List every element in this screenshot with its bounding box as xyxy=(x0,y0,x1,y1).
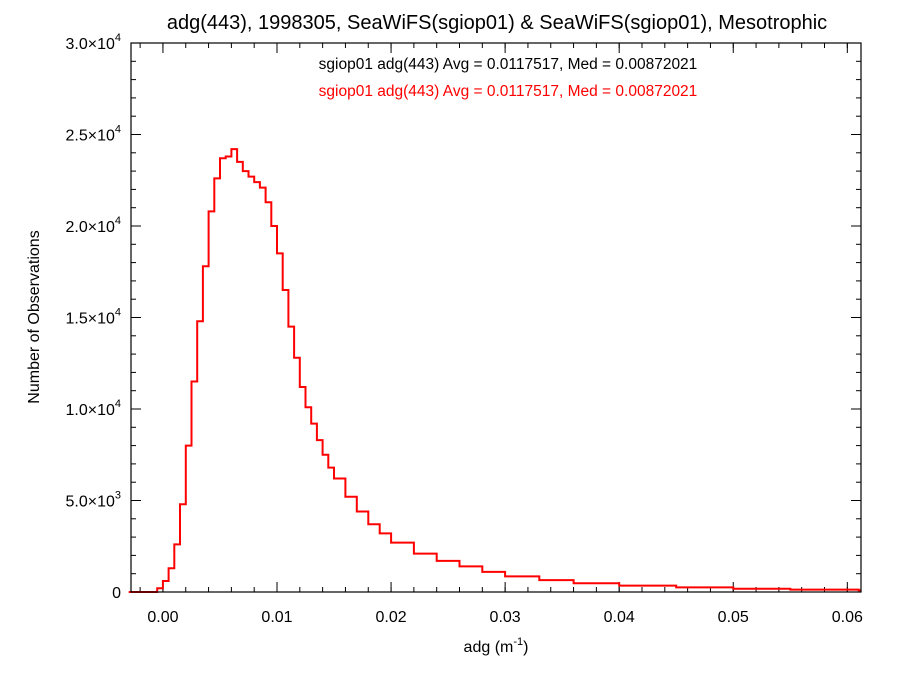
x-tick-label: 0.01 xyxy=(261,609,292,626)
y-tick-label: 3.0×104 xyxy=(65,32,121,53)
x-tick-label: 0.05 xyxy=(718,609,749,626)
minor-ticks xyxy=(131,42,861,593)
plot-frame xyxy=(130,42,862,593)
x-axis-label: adg (m-1) xyxy=(464,636,529,656)
series-layer xyxy=(128,148,861,593)
x-tick-label: 0.04 xyxy=(604,609,635,626)
y-tick-labels: 0 5.0×103 1.0×104 1.5×104 2.0×104 2.5×104 3.0×… xyxy=(65,32,121,602)
x-tick-labels: 0.00 0.01 0.02 0.03 0.04 0.05 0.06 xyxy=(147,609,863,626)
x-tick-label: 0.00 xyxy=(147,609,178,626)
annotations: sgiop01 adg(443) Avg = 0.0117517, Med = … xyxy=(319,56,698,100)
y-tick-label: 0 xyxy=(112,585,121,602)
y-tick-label: 2.5×104 xyxy=(65,124,121,145)
x-tick-label: 0.06 xyxy=(832,609,863,626)
chart-title: adg(443), 1998305, SeaWiFS(sgiop01) & Se… xyxy=(167,12,827,34)
x-axis-label-exponent: -1 xyxy=(513,636,523,648)
y-tick-label: 5.0×103 xyxy=(65,490,121,511)
y-tick-label: 1.5×104 xyxy=(65,307,121,328)
stats-annotation: sgiop01 adg(443) Avg = 0.0117517, Med = … xyxy=(319,56,698,73)
x-axis-label-base: adg (m xyxy=(464,639,514,656)
x-tick-label: 0.02 xyxy=(375,609,406,626)
major-ticks xyxy=(131,42,861,593)
x-axis-label-close: ) xyxy=(523,639,528,656)
y-tick-label: 1.0×104 xyxy=(65,398,121,419)
y-axis-label: Number of Observations xyxy=(26,230,43,403)
y-tick-label: 2.0×104 xyxy=(65,215,121,236)
x-tick-label: 0.03 xyxy=(490,609,521,626)
histogram-series-line xyxy=(128,148,861,593)
stats-annotation: sgiop01 adg(443) Avg = 0.0117517, Med = … xyxy=(319,83,698,100)
